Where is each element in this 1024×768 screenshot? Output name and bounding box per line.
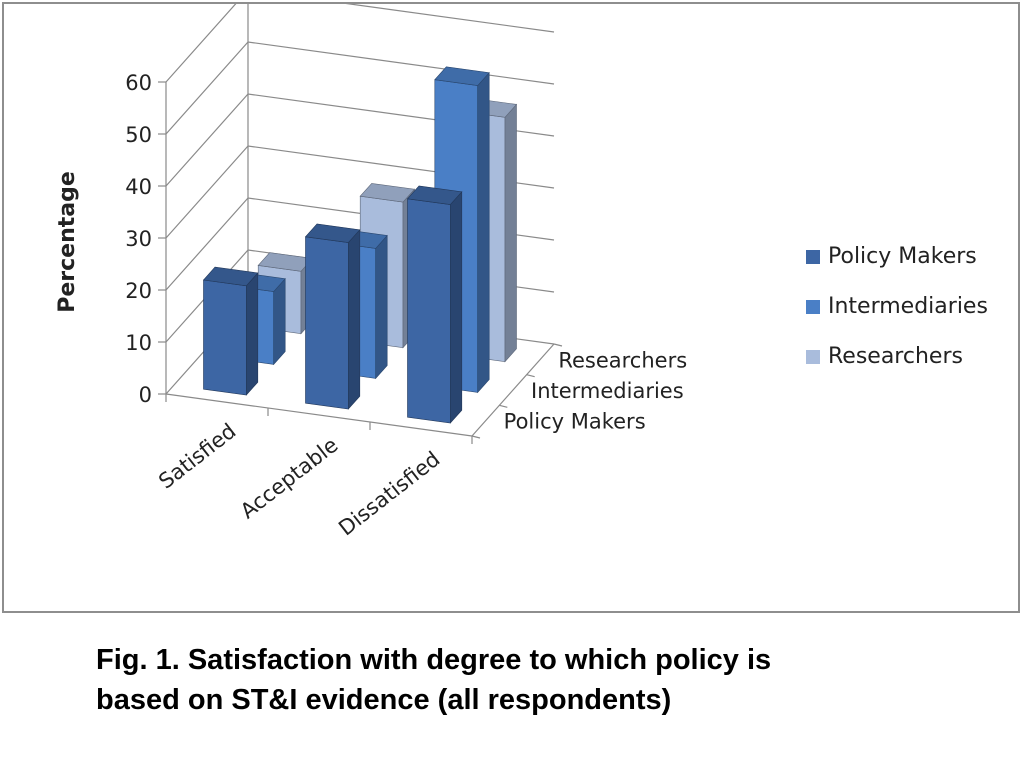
depth-tick-mark <box>553 343 563 347</box>
figure-caption: Fig. 1. Satisfaction with degree to whic… <box>96 640 976 720</box>
depth-label: Researchers <box>558 348 687 372</box>
caption-line-2: based on ST&I evidence (all respondents) <box>96 684 672 716</box>
legend-item-intermediaries: Intermediaries <box>806 294 988 319</box>
bar-front-face <box>203 279 247 396</box>
bar <box>202 266 259 396</box>
depth-tick-mark <box>471 435 481 439</box>
legend-label-researchers: Researchers <box>828 344 963 369</box>
bar <box>304 223 361 410</box>
bar-side-face <box>477 71 490 394</box>
chart-frame: 0 10 20 30 40 50 60 Satisfied Acceptable Dissatis… <box>2 2 1020 613</box>
y-tick-label: 0 <box>139 383 152 407</box>
bar-side-face <box>375 234 388 380</box>
bar-side-face <box>246 272 259 396</box>
bar-side-face <box>273 277 286 366</box>
legend-swatch-researchers <box>806 349 820 364</box>
legend-item-policy-makers: Policy Makers <box>806 244 988 269</box>
x-category-label: Satisfied <box>154 419 240 494</box>
bar-top-face <box>304 223 361 243</box>
y-tick-label: 40 <box>125 175 152 199</box>
depth-tick-mark <box>499 404 508 408</box>
gridline <box>165 4 555 83</box>
bar-top-face <box>202 266 259 287</box>
bar-side-face <box>449 191 463 424</box>
bar-top-face <box>434 66 490 86</box>
legend-item-researchers: Researchers <box>806 344 988 369</box>
x-category-label: Dissatisfied <box>334 447 444 541</box>
x-axis-line <box>165 393 473 437</box>
depth-axis-line <box>471 343 555 437</box>
caption-line-1: Fig. 1. Satisfaction with degree to whic… <box>96 644 772 676</box>
depth-tick-mark <box>526 374 535 378</box>
depth-label: Policy Makers <box>504 410 646 434</box>
y-tick-label: 50 <box>125 123 152 147</box>
chart-plot: 0 10 20 30 40 50 60 SatisfiedAcceptableDissatis… <box>55 4 687 541</box>
legend-swatch-intermediaries <box>806 299 820 314</box>
legend: Policy Makers Intermediaries Researchers <box>806 244 988 394</box>
y-tick-label: 60 <box>125 71 152 95</box>
y-axis-title: Percentage <box>55 171 80 313</box>
y-tick-label: 30 <box>125 227 152 251</box>
legend-label-intermediaries: Intermediaries <box>828 294 988 319</box>
bar-side-face <box>347 229 361 410</box>
bar-top-face <box>406 185 463 205</box>
legend-swatch-policy-makers <box>806 249 820 264</box>
y-tick-label: 10 <box>125 331 152 355</box>
bar-front-face <box>407 198 451 424</box>
x-category-label: Acceptable <box>236 433 343 524</box>
depth-label: Intermediaries <box>531 379 684 403</box>
bar <box>406 185 463 424</box>
bar-side-face <box>504 103 517 363</box>
bar-front-face <box>305 236 349 410</box>
y-tick-label: 20 <box>125 279 152 303</box>
legend-label-policy-makers: Policy Makers <box>828 244 977 269</box>
bar-top-face <box>359 183 416 203</box>
